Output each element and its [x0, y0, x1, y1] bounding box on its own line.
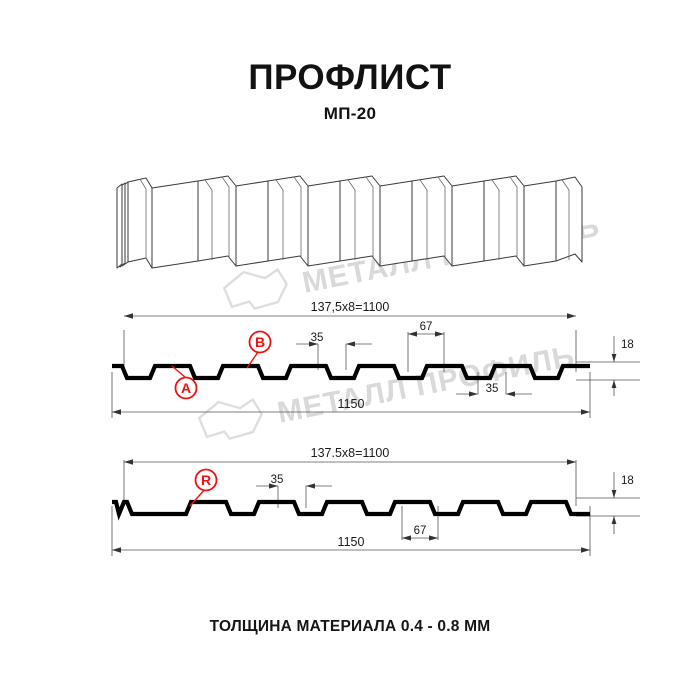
dim-rib-top: 35	[311, 332, 324, 344]
dim-flat: 67	[414, 525, 427, 537]
iso-crease-lines	[139, 176, 570, 260]
material-thickness-note: ТОЛЩИНА МАТЕРИАЛА 0.4 - 0.8 ММ	[209, 618, 491, 635]
dim-bottom-width: 1150	[338, 535, 365, 549]
dim-height: 18	[621, 339, 634, 351]
callout-r-circle	[194, 468, 218, 492]
profile-outline-top	[112, 363, 590, 381]
metall-profil-logo-icon	[197, 397, 263, 441]
page-subtitle: МП-20	[323, 104, 377, 123]
callout-a-label: A	[181, 380, 191, 396]
callout-b: B	[246, 330, 272, 369]
dim-lines-bottom	[111, 460, 640, 556]
iso-wave-group	[127, 175, 583, 269]
page-title: ПРОФЛИСТ	[248, 58, 452, 97]
dim-bottom-width: 1150	[338, 397, 365, 411]
dim-rib-top: 35	[271, 474, 284, 486]
dim-arrowheads-bottom	[112, 459, 617, 553]
dim-top-pitch: 137,5x8=1100	[311, 300, 390, 314]
callout-a: A	[171, 365, 198, 400]
dim-top-pitch: 137.5x8=1100	[311, 446, 390, 460]
callout-b-circle	[248, 330, 272, 354]
callout-a-circle	[174, 376, 198, 400]
sheet-left-hem-3	[116, 183, 123, 269]
callout-b-label: B	[255, 334, 265, 350]
profile-outline-bottom	[112, 499, 590, 521]
dim-flat: 67	[420, 321, 433, 333]
callout-r: R	[189, 468, 218, 507]
callout-r-label: R	[201, 472, 211, 488]
dim-arrowheads-top	[112, 313, 617, 415]
dim-height: 18	[621, 475, 634, 487]
dim-rib-bottom: 35	[486, 383, 499, 395]
metall-profil-logo-icon	[222, 267, 288, 311]
